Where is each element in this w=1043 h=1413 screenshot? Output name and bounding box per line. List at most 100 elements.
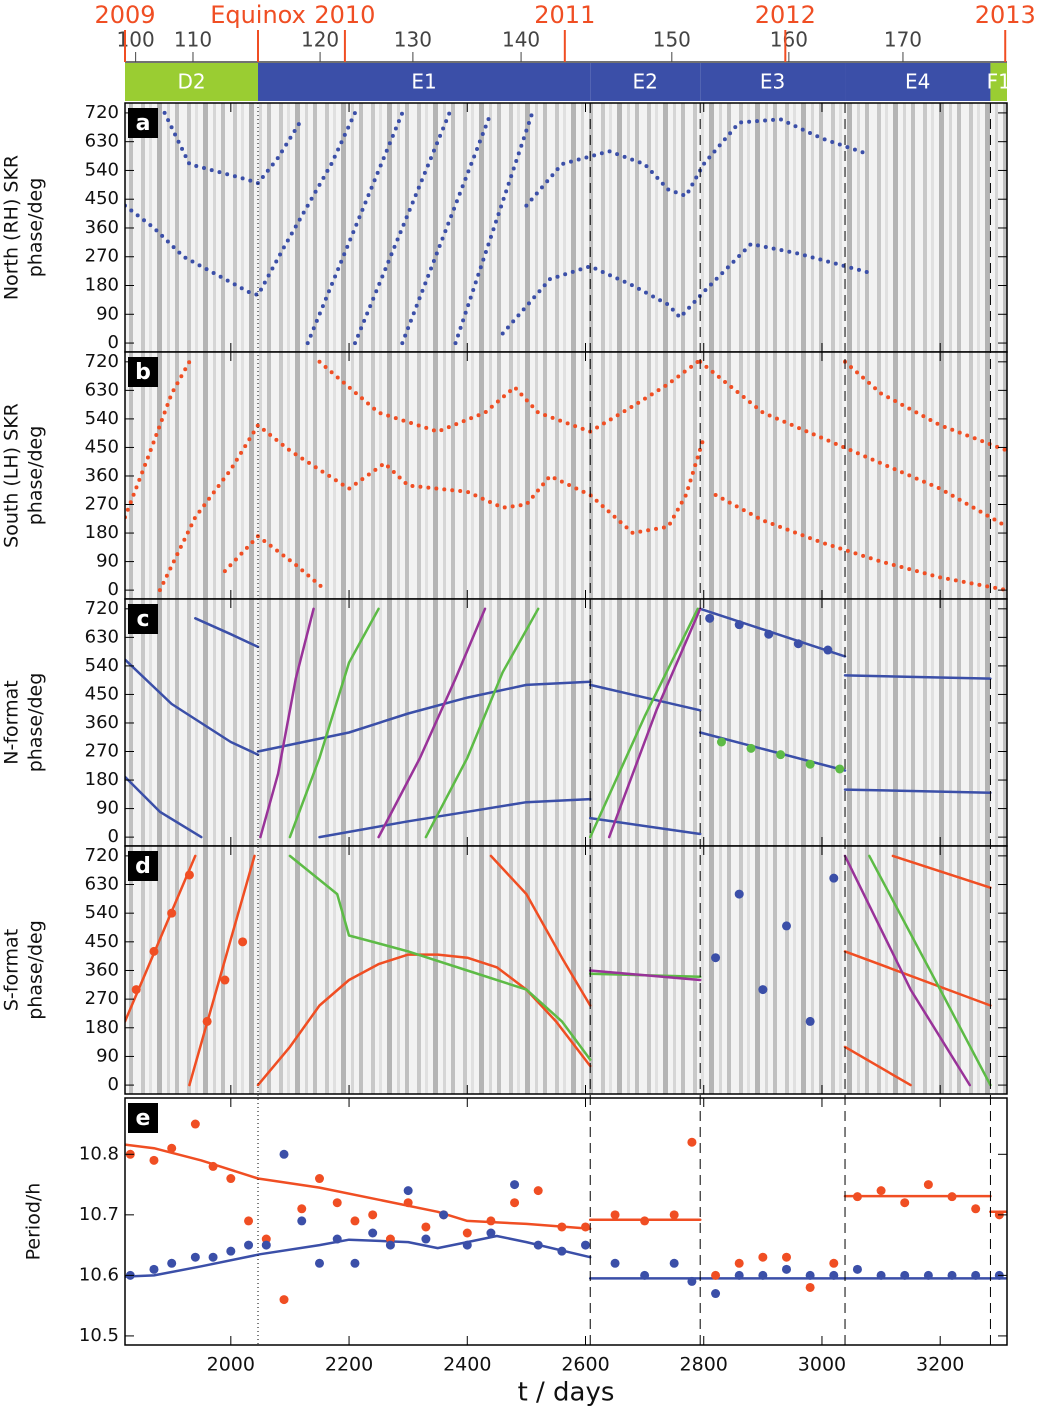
phase-track — [500, 242, 872, 336]
fit-line — [125, 1234, 592, 1278]
data-point — [900, 1270, 910, 1280]
data-point — [226, 1246, 236, 1256]
fit-line — [125, 1143, 592, 1231]
phase-track — [353, 110, 452, 346]
data-point — [510, 1180, 520, 1190]
data-point — [805, 1270, 815, 1280]
data-point — [279, 1295, 289, 1305]
data-point — [220, 975, 230, 985]
phase-track — [162, 110, 304, 186]
spectrogram-bg — [125, 599, 1007, 846]
plot-area — [125, 359, 1007, 593]
y-tick-label: 180 — [85, 522, 119, 543]
y-tick-label: 10.8 — [79, 1143, 119, 1164]
y-tick-label: 270 — [85, 741, 119, 762]
y-tick-label: 0 — [108, 826, 119, 847]
plot-area — [125, 854, 992, 1087]
data-point — [711, 1289, 721, 1299]
y-tick-label: 180 — [85, 769, 119, 790]
event-label: 2012 — [755, 1, 816, 29]
y-tick-label: 630 — [85, 626, 119, 647]
y-axis-label: Period/h — [23, 1183, 45, 1261]
y-tick-label: 0 — [108, 332, 119, 353]
data-point — [385, 1240, 395, 1250]
data-point — [403, 1186, 413, 1196]
data-point — [581, 1222, 591, 1232]
fit-line — [588, 683, 702, 712]
panel-letter-box — [128, 357, 158, 387]
interval-band — [258, 63, 591, 101]
fit-line — [588, 969, 702, 982]
panel-letter-box — [128, 851, 158, 881]
interval-band — [125, 63, 259, 101]
data-point — [805, 1282, 815, 1292]
y-tick-label: 720 — [85, 102, 119, 123]
plot-area — [125, 110, 872, 346]
x-tick-label: 2200 — [325, 1354, 373, 1376]
data-point — [947, 1270, 957, 1280]
data-point — [829, 1258, 839, 1268]
fit-line — [194, 617, 260, 649]
y-tick-label: 180 — [85, 1017, 119, 1038]
interval-band — [990, 63, 1007, 101]
y-tick-label: 360 — [85, 959, 119, 980]
x-tick-label: 3200 — [916, 1354, 964, 1376]
y-tick-label: 540 — [85, 159, 119, 180]
x-tick-label: 3000 — [798, 1354, 846, 1376]
rev-tick-label: 110 — [174, 28, 212, 52]
data-point — [462, 1228, 472, 1238]
phase-track — [453, 110, 535, 346]
y-tick-label: 720 — [85, 351, 119, 372]
y-tick-label: 360 — [85, 712, 119, 733]
data-point — [716, 737, 726, 747]
phase-track — [524, 117, 872, 208]
data-point — [244, 1240, 254, 1250]
y-tick-label: 540 — [85, 655, 119, 676]
data-point — [971, 1204, 981, 1214]
data-point — [793, 639, 803, 649]
rev-tick-label: 160 — [770, 28, 808, 52]
fit-line — [288, 607, 380, 839]
interval-label: E2 — [633, 70, 658, 94]
data-point — [823, 645, 833, 655]
data-point — [669, 1258, 679, 1268]
plot-area — [125, 1119, 1007, 1305]
data-point — [149, 1264, 159, 1274]
y-axis-label: phase/deg — [25, 178, 47, 278]
x-tick-label: 2400 — [443, 1354, 491, 1376]
data-point — [439, 1210, 449, 1220]
data-point — [923, 1180, 933, 1190]
data-point — [332, 1234, 342, 1244]
data-point — [297, 1216, 307, 1226]
fit-line — [318, 797, 592, 839]
data-point — [758, 985, 768, 995]
data-point — [876, 1186, 886, 1196]
rev-tick-label: 120 — [301, 28, 339, 52]
data-point — [238, 937, 248, 947]
data-point — [279, 1149, 289, 1159]
data-point — [208, 1252, 218, 1262]
panel-letter: b — [135, 360, 151, 385]
data-point — [852, 1192, 862, 1202]
panel-letter-box — [128, 1103, 158, 1133]
data-point — [711, 953, 721, 963]
spectrogram-bg — [125, 846, 1007, 1094]
data-point — [900, 1198, 910, 1208]
fit-line — [377, 607, 487, 839]
interval-label: E4 — [905, 70, 930, 94]
y-axis-label: S-format — [1, 929, 23, 1011]
data-point — [149, 1155, 159, 1165]
data-point — [746, 743, 756, 753]
interval-band — [845, 63, 991, 101]
y-tick-label: 360 — [85, 465, 119, 486]
y-tick-label: 10.6 — [79, 1264, 119, 1285]
y-axis-label: North (RH) SKR — [1, 155, 23, 300]
data-point — [202, 1016, 212, 1026]
y-tick-label: 90 — [96, 551, 119, 572]
data-point — [314, 1174, 324, 1184]
data-point — [687, 1137, 697, 1147]
data-point — [610, 1258, 620, 1268]
rev-tick-label: 150 — [653, 28, 691, 52]
panel-letter-box — [128, 604, 158, 634]
